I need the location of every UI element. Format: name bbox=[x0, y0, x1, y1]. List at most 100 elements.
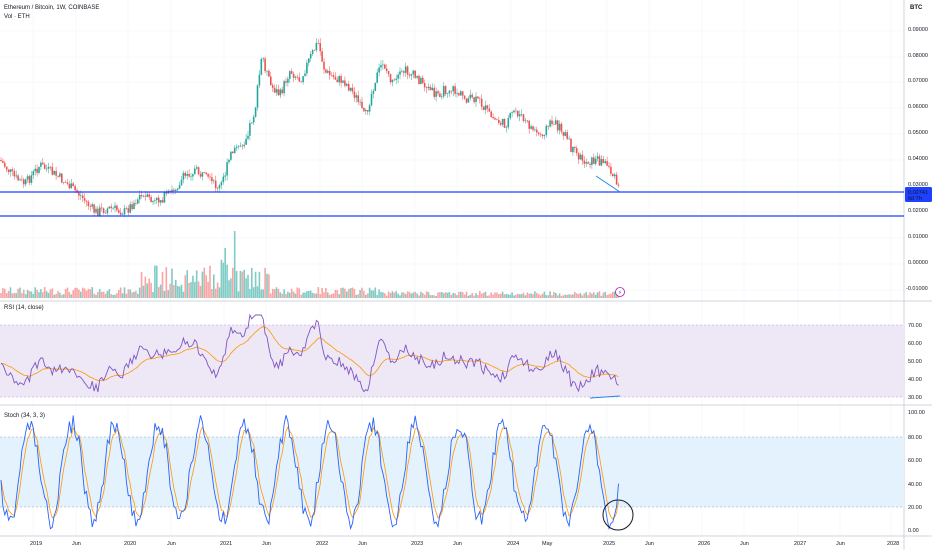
candle-body bbox=[279, 89, 282, 96]
candle-body bbox=[59, 173, 61, 177]
candle-body bbox=[129, 204, 131, 213]
volume-bar bbox=[520, 294, 523, 298]
volume-bar bbox=[484, 291, 487, 298]
volume-bar bbox=[161, 271, 164, 298]
volume-bar bbox=[175, 280, 177, 298]
stoch-highlight-circle[interactable] bbox=[602, 499, 634, 531]
volume-bar bbox=[192, 275, 194, 298]
volume-bar bbox=[188, 282, 190, 298]
volume-bar bbox=[28, 291, 31, 298]
volume-bar bbox=[211, 288, 213, 298]
candle-body bbox=[498, 120, 500, 123]
candle-body bbox=[613, 174, 616, 177]
candle-body bbox=[270, 76, 272, 86]
volume-bar bbox=[461, 292, 464, 298]
volume-bar bbox=[222, 262, 225, 298]
volume-bar bbox=[543, 291, 546, 298]
volume-bar bbox=[346, 291, 348, 298]
candle-body bbox=[268, 70, 270, 77]
candle-body bbox=[85, 200, 88, 202]
volume-bar bbox=[87, 288, 90, 298]
volume-bar bbox=[501, 291, 504, 298]
candle-body bbox=[501, 118, 504, 125]
candle-body bbox=[408, 74, 411, 76]
volume-bar bbox=[154, 265, 156, 298]
candle-body bbox=[157, 197, 160, 203]
price-tick: 0.01000 bbox=[908, 234, 928, 240]
candle-body bbox=[42, 162, 44, 165]
volume-bar bbox=[150, 282, 152, 298]
candle-body bbox=[148, 194, 150, 198]
candle-body bbox=[389, 74, 392, 83]
candle-body bbox=[444, 86, 447, 94]
candle-body bbox=[355, 95, 358, 98]
volume-bar bbox=[397, 293, 399, 298]
candle-body bbox=[484, 105, 487, 110]
volume-bar bbox=[382, 292, 384, 298]
candle-body bbox=[121, 214, 124, 215]
volume-bar bbox=[549, 291, 551, 298]
volume-bar bbox=[591, 293, 593, 298]
candle-body bbox=[414, 70, 416, 78]
candle-body bbox=[606, 161, 608, 166]
volume-bar bbox=[195, 270, 198, 298]
candle-body bbox=[418, 75, 420, 85]
candle-body bbox=[296, 76, 299, 78]
candle-body bbox=[300, 81, 302, 83]
candle-body bbox=[99, 207, 101, 216]
volume-bar bbox=[606, 294, 608, 298]
candle-body bbox=[40, 162, 42, 167]
candle-body bbox=[566, 132, 568, 139]
candle-body bbox=[604, 161, 606, 164]
candle-body bbox=[235, 146, 238, 148]
divergence-trendline-rsi[interactable] bbox=[589, 395, 621, 399]
stoch-label: Stoch (34, 3, 3) bbox=[4, 413, 45, 419]
candle-body bbox=[391, 79, 394, 83]
volume-bar bbox=[583, 293, 586, 298]
volume-bar bbox=[24, 294, 27, 298]
volume-bar bbox=[545, 295, 548, 298]
volume-bar bbox=[526, 292, 529, 298]
candle-body bbox=[384, 64, 386, 69]
volume-bar bbox=[568, 294, 570, 298]
divergence-trendline-price[interactable] bbox=[595, 175, 621, 193]
volume-bar bbox=[518, 294, 521, 298]
candle-body bbox=[532, 126, 534, 130]
volume-bar bbox=[125, 293, 128, 298]
candle-body bbox=[302, 76, 304, 83]
candle-body bbox=[292, 73, 295, 78]
candle-body bbox=[422, 77, 424, 84]
candle-body bbox=[397, 74, 399, 79]
volume-bar bbox=[480, 293, 483, 298]
candle-body bbox=[496, 119, 498, 121]
volume-bar bbox=[66, 287, 69, 298]
volume-bar bbox=[201, 271, 204, 298]
candle-body bbox=[150, 197, 152, 203]
candle-body bbox=[325, 69, 327, 73]
candle-body bbox=[133, 202, 135, 210]
price-tick: 0.00000 bbox=[908, 260, 928, 266]
candle-body bbox=[435, 91, 437, 97]
candle-body bbox=[110, 206, 112, 208]
lightning-icon[interactable]: ⚡ bbox=[615, 287, 625, 297]
volume-bar bbox=[610, 293, 612, 298]
volume-bar bbox=[226, 264, 228, 298]
stoch-tick: 0.00 bbox=[908, 528, 919, 534]
candle-body bbox=[9, 169, 12, 173]
candle-body bbox=[112, 207, 114, 209]
volume-bar bbox=[431, 294, 434, 298]
candle-body bbox=[47, 166, 50, 169]
volume-bar bbox=[190, 282, 192, 298]
volume-bar bbox=[209, 265, 211, 298]
candle-body bbox=[0, 160, 2, 162]
candle-body bbox=[237, 146, 240, 147]
candle-body bbox=[178, 185, 181, 189]
volume-bar bbox=[492, 294, 494, 298]
volume-bar bbox=[564, 294, 567, 298]
candle-body bbox=[420, 77, 422, 85]
candle-body bbox=[294, 76, 297, 78]
candle-body bbox=[336, 79, 339, 83]
candle-body bbox=[439, 93, 441, 97]
volume-bar bbox=[412, 292, 415, 298]
